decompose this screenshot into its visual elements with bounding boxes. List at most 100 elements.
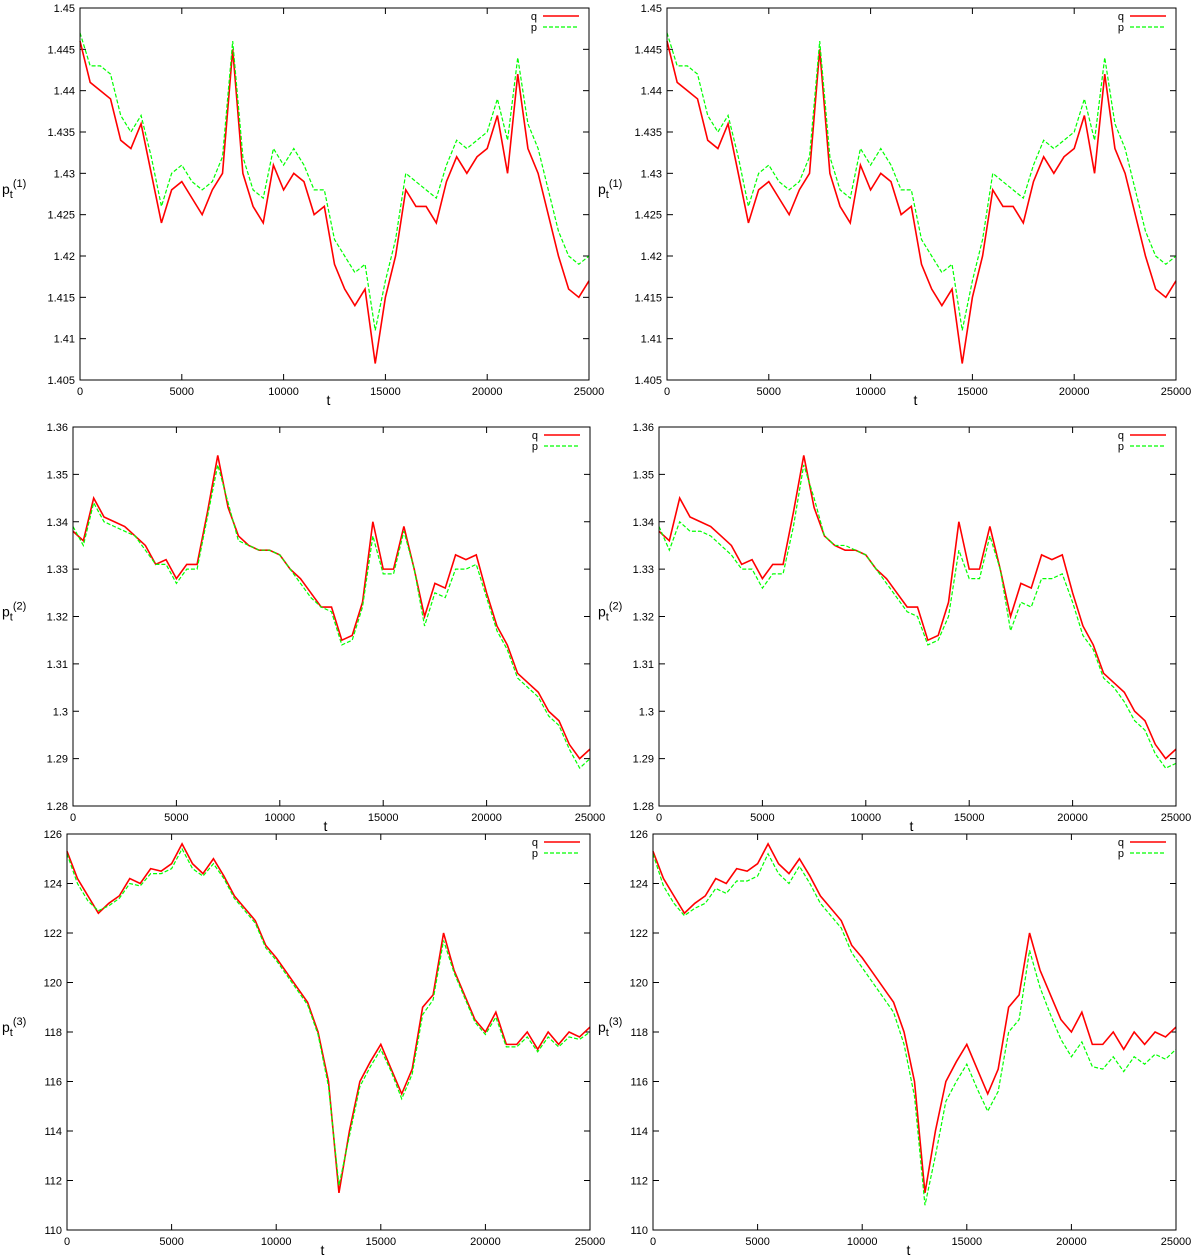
- y-axis-label: pt(2): [598, 601, 622, 624]
- y-tick-label: 1.45: [641, 3, 662, 15]
- legend-label: q: [532, 430, 538, 442]
- x-tick-label: 0: [656, 812, 662, 824]
- y-tick-label: 1.35: [633, 469, 654, 481]
- x-tick-label: 20000: [1059, 386, 1090, 398]
- y-tick-label: 124: [630, 879, 648, 891]
- y-label-sup: (1): [13, 178, 26, 190]
- legend-label: q: [1118, 11, 1124, 23]
- y-tick-label: 1.36: [633, 422, 654, 434]
- plot-frame: [666, 7, 1177, 381]
- y-label-sub: t: [10, 189, 13, 201]
- x-tick-label: 15000: [957, 386, 988, 398]
- x-tick-label: 25000: [575, 1236, 606, 1248]
- y-tick-label: 112: [44, 1176, 62, 1188]
- y-tick-label: 120: [630, 978, 648, 990]
- x-tick-label: 5000: [164, 812, 188, 824]
- x-tick-label: 0: [650, 1236, 656, 1248]
- series-line: [652, 842, 1177, 1194]
- y-tick-label: 1.425: [47, 210, 75, 222]
- legend-label: p: [532, 848, 538, 860]
- y-label-base: p: [2, 181, 10, 197]
- y-tick-label: 1.29: [633, 754, 654, 766]
- legend-label: q: [531, 11, 537, 23]
- y-tick-label: 1.43: [54, 168, 75, 180]
- x-tick-label: 20000: [472, 386, 503, 398]
- y-tick-label: 1.415: [634, 292, 662, 304]
- y-tick-label: 1.32: [633, 612, 654, 624]
- plot-frame: [66, 833, 591, 1231]
- x-tick-label: 10000: [265, 812, 296, 824]
- legend-label: p: [531, 22, 537, 34]
- y-tick-label: 126: [630, 829, 648, 841]
- y-tick-label: 1.41: [641, 334, 662, 346]
- y-tick-label: 110: [44, 1225, 62, 1237]
- y-tick-label: 1.41: [54, 334, 75, 346]
- x-tick-label: 0: [664, 386, 670, 398]
- y-tick-label: 1.33: [633, 564, 654, 576]
- series-line: [66, 842, 591, 1194]
- x-tick-label: 20000: [470, 1236, 501, 1248]
- y-tick-label: 126: [44, 829, 62, 841]
- legend-label: q: [1118, 837, 1124, 849]
- y-label-sub: t: [10, 612, 13, 624]
- x-axis-label: t: [907, 1242, 911, 1258]
- y-tick-label: 1.34: [47, 517, 68, 529]
- x-axis-label: t: [914, 392, 918, 408]
- y-axis-label: pt(1): [2, 178, 26, 201]
- y-tick-label: 1.44: [641, 86, 662, 98]
- series-line: [72, 464, 591, 770]
- x-tick-label: 10000: [847, 1236, 878, 1248]
- x-tick-label: 20000: [471, 812, 502, 824]
- chart-panel: 1.405 1.41 1.415 1.42 1.425 1.43 1.435 1.44 1.44…: [2, 3, 604, 408]
- y-tick-label: 1.36: [47, 422, 68, 434]
- series-line: [72, 455, 591, 760]
- y-tick-label: 1.425: [634, 210, 662, 222]
- series-line: [79, 32, 590, 331]
- x-tick-label: 0: [70, 812, 76, 824]
- y-tick-label: 1.445: [47, 44, 75, 56]
- y-tick-label: 1.43: [641, 168, 662, 180]
- series-line: [79, 40, 590, 364]
- y-label-sup: (2): [609, 601, 622, 613]
- x-tick-label: 15000: [952, 1236, 983, 1248]
- x-tick-label: 15000: [366, 1236, 397, 1248]
- series-line: [666, 40, 1177, 364]
- x-tick-label: 10000: [261, 1236, 292, 1248]
- legend-label: p: [1118, 22, 1124, 34]
- y-label-sup: (2): [13, 601, 26, 613]
- x-tick-label: 5000: [745, 1236, 769, 1248]
- series-line: [652, 852, 1177, 1206]
- legend-label: q: [532, 837, 538, 849]
- y-label-base: p: [598, 1019, 606, 1035]
- y-tick-label: 1.29: [47, 754, 68, 766]
- y-tick-label: 114: [44, 1126, 62, 1138]
- x-axis-label: t: [321, 1242, 325, 1258]
- x-tick-label: 0: [64, 1236, 70, 1248]
- y-tick-label: 1.435: [634, 127, 662, 139]
- chart-panel: 1.405 1.41 1.415 1.42 1.425 1.43 1.435 1.44 1.44…: [598, 3, 1191, 408]
- y-axis-label: pt(3): [2, 1016, 26, 1039]
- plot-frame: [72, 426, 591, 807]
- y-label-sub: t: [606, 1027, 609, 1039]
- y-tick-label: 1.34: [633, 517, 654, 529]
- x-tick-label: 5000: [757, 386, 781, 398]
- y-tick-label: 1.435: [47, 127, 75, 139]
- legend-label: q: [1118, 430, 1124, 442]
- y-label-base: p: [2, 604, 10, 620]
- chart-panel: 1.28 1.29 1.3 1.31 1.32 1.33 1.34 1.35 1.36 0 5000…: [598, 422, 1191, 834]
- y-tick-label: 1.415: [47, 292, 75, 304]
- legend-label: p: [532, 441, 538, 453]
- y-tick-label: 1.31: [47, 659, 68, 671]
- y-tick-label: 118: [630, 1027, 648, 1039]
- y-label-base: p: [598, 604, 606, 620]
- y-label-sub: t: [10, 1027, 13, 1039]
- y-tick-label: 1.33: [47, 564, 68, 576]
- y-tick-label: 122: [630, 928, 648, 940]
- y-tick-label: 1.28: [633, 801, 654, 813]
- series-line: [658, 464, 1177, 769]
- y-axis-label: pt(1): [598, 178, 622, 201]
- y-label-sub: t: [606, 612, 609, 624]
- y-tick-label: 118: [44, 1027, 62, 1039]
- y-tick-label: 1.35: [47, 469, 68, 481]
- y-label-sub: t: [606, 189, 609, 201]
